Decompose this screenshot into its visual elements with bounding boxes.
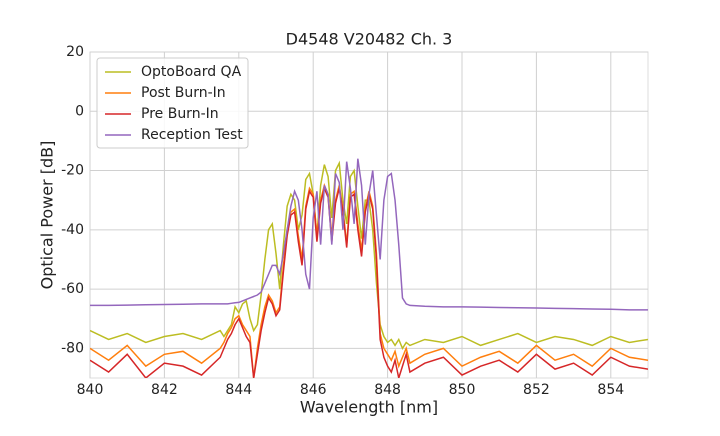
y-tick-label: 20 xyxy=(66,44,84,60)
x-tick-label: 846 xyxy=(300,382,327,398)
legend-label: Reception Test xyxy=(141,127,243,143)
x-tick-label: 848 xyxy=(374,382,401,398)
x-tick-label: 844 xyxy=(225,382,252,398)
x-tick-label: 854 xyxy=(597,382,624,398)
x-tick-label: 850 xyxy=(449,382,476,398)
series-line xyxy=(90,160,648,350)
y-tick-label: -80 xyxy=(61,340,84,356)
y-tick-label: 0 xyxy=(75,103,84,119)
legend-box xyxy=(96,57,249,149)
x-tick-label: 840 xyxy=(77,382,104,398)
legend-label: Post Burn-In xyxy=(141,85,226,101)
x-axis-label: Wavelength [nm] xyxy=(300,398,438,417)
x-tick-label: 842 xyxy=(151,382,178,398)
legend-label: Pre Burn-In xyxy=(141,106,219,122)
y-tick-label: -60 xyxy=(61,281,84,297)
y-tick-label: -40 xyxy=(61,222,84,238)
legend-label: OptoBoard QA xyxy=(141,64,242,80)
y-axis-label: Optical Power [dB] xyxy=(38,141,57,290)
series-line xyxy=(90,185,648,378)
x-tick-label: 852 xyxy=(523,382,550,398)
series-line xyxy=(90,158,648,311)
y-tick-label: -20 xyxy=(61,163,84,179)
chart-title: D4548 V20482 Ch. 3 xyxy=(286,30,453,49)
